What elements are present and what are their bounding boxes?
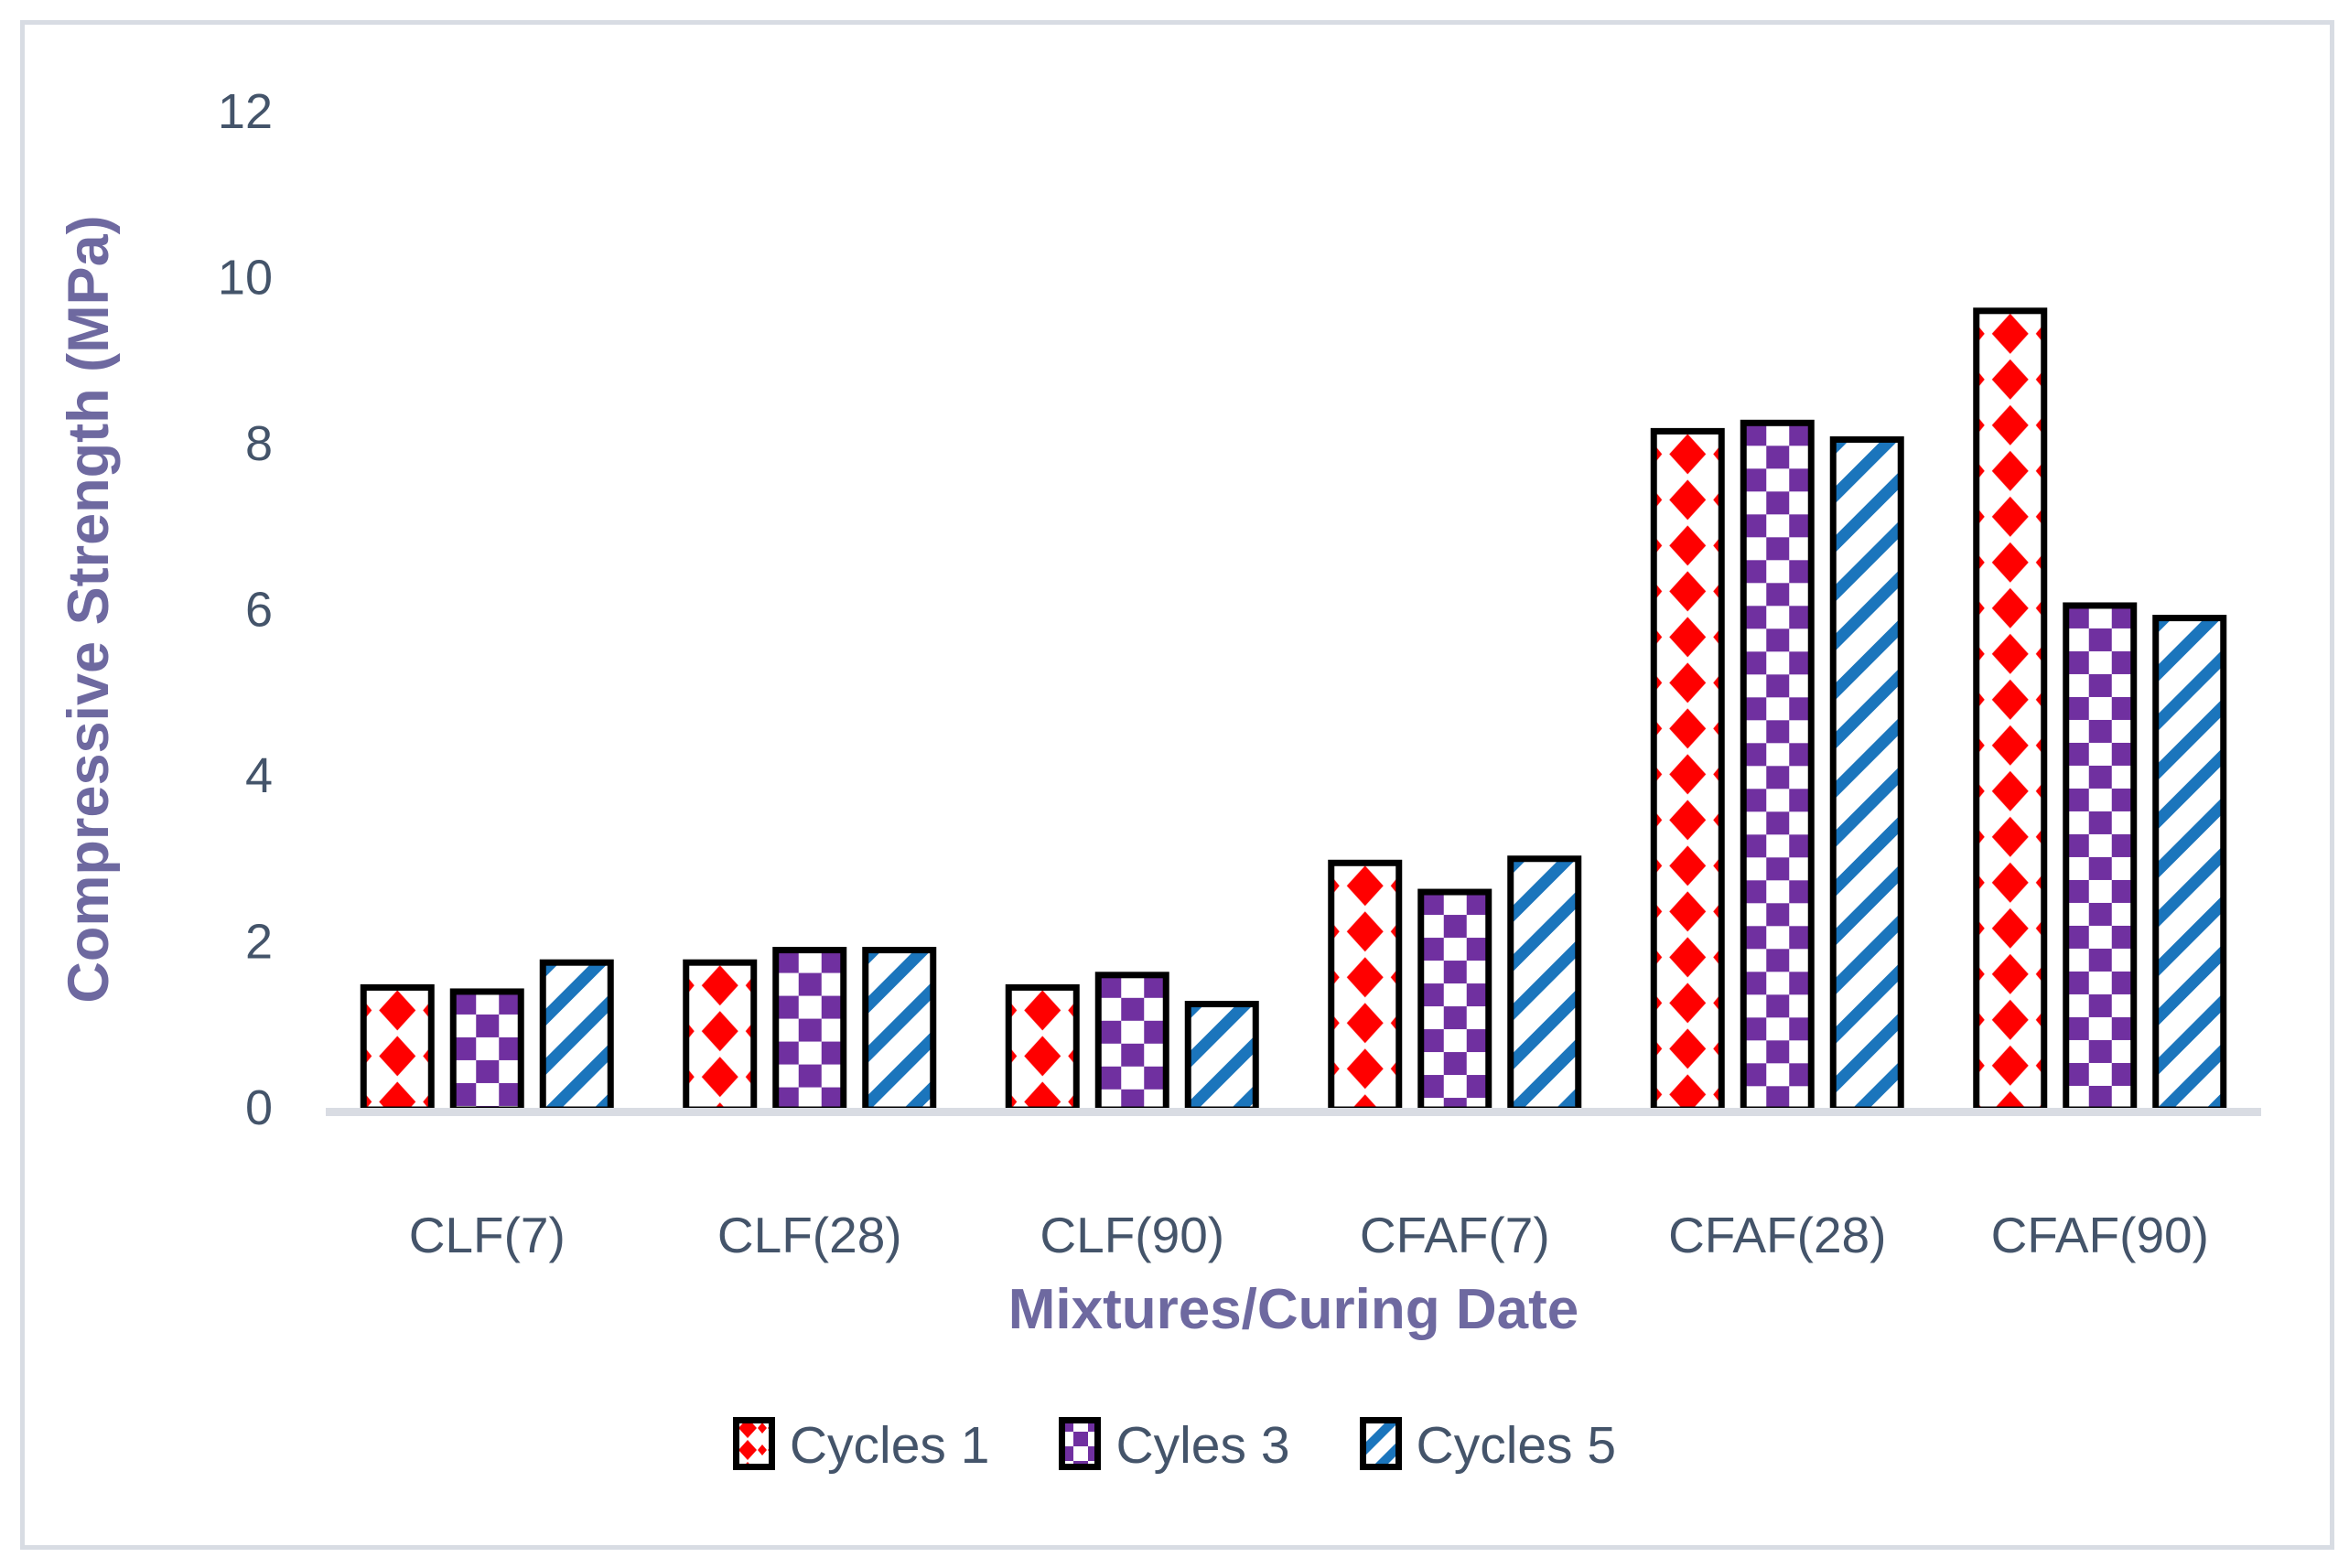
bar-cycles-5-clf28 [862, 947, 937, 1113]
bar-cycles-5-clf7 [539, 959, 614, 1113]
y-tick-label: 4 [245, 748, 273, 803]
y-tick-label: 12 [218, 84, 273, 139]
legend: Cycles 1 Cyles 3 Cycles 5 [0, 1409, 2349, 1482]
bar-cyles-3-clf28 [772, 947, 847, 1113]
diamond-pattern-swatch [732, 1416, 775, 1470]
legend-label: Cycles 5 [1416, 1416, 1617, 1475]
legend-item-cycles-1: Cycles 1 [732, 1415, 990, 1476]
y-tick-label: 2 [245, 915, 273, 970]
legend-swatch-rect [732, 1416, 775, 1470]
x-category-label: CFAF(7) [1360, 1207, 1550, 1263]
x-category-label: CLF(90) [1040, 1207, 1224, 1263]
bar-cycles-1-cfaf28 [1650, 427, 1725, 1113]
bar-cycles-1-cfaf90 [1973, 307, 2048, 1113]
y-tick-label: 8 [245, 416, 273, 471]
y-tick-label: 6 [245, 583, 273, 638]
legend-label: Cyles 3 [1115, 1416, 1290, 1475]
x-axis-line [326, 1108, 2261, 1116]
legend-swatch-checkerboard-icon [1059, 1416, 1102, 1475]
x-category-label: CFAF(28) [1668, 1207, 1886, 1263]
bar-cycles-5-cfaf7 [1507, 855, 1582, 1113]
y-tick-label: 0 [245, 1080, 273, 1135]
bar-cycles-5-clf90 [1184, 1001, 1259, 1113]
bar-cycles-5-cfaf90 [2152, 615, 2227, 1113]
x-axis-title: Mixtures/Curing Date [1007, 1278, 1579, 1341]
legend-swatch-rect [1359, 1416, 1402, 1470]
legend-item-cyles-3: Cyles 3 [1059, 1415, 1290, 1476]
bar-cycles-1-clf28 [683, 959, 758, 1113]
legend-swatch-diagonal-stripe-icon [1359, 1416, 1402, 1475]
legend-swatch-diamond-icon [732, 1416, 775, 1475]
y-axis-title: Compressive Strength (MPa) [57, 215, 121, 1004]
bar-cyles-3-cfaf28 [1740, 419, 1815, 1113]
x-category-label: CLF(28) [717, 1207, 902, 1263]
y-tick-label: 10 [218, 251, 273, 306]
legend-swatch-rect [1059, 1416, 1102, 1470]
diagonal-stripe-pattern-swatch [1359, 1416, 1402, 1470]
bar-cycles-1-clf90 [1005, 983, 1080, 1113]
bar-cycles-1-clf7 [360, 983, 435, 1113]
x-category-label: CFAF(90) [1991, 1207, 2209, 1263]
bar-cycles-1-cfaf7 [1328, 859, 1403, 1113]
bar-cycles-5-cfaf28 [1829, 435, 1904, 1113]
bar-cyles-3-cfaf90 [2063, 602, 2138, 1113]
bar-cyles-3-clf90 [1094, 972, 1169, 1113]
x-category-label: CLF(7) [409, 1207, 566, 1263]
bar-cyles-3-clf7 [449, 988, 524, 1113]
bar-cyles-3-cfaf7 [1417, 888, 1492, 1113]
legend-label: Cycles 1 [789, 1416, 990, 1475]
legend-item-cycles-5: Cycles 5 [1359, 1415, 1617, 1476]
checkerboard-pattern-swatch [1059, 1416, 1102, 1470]
